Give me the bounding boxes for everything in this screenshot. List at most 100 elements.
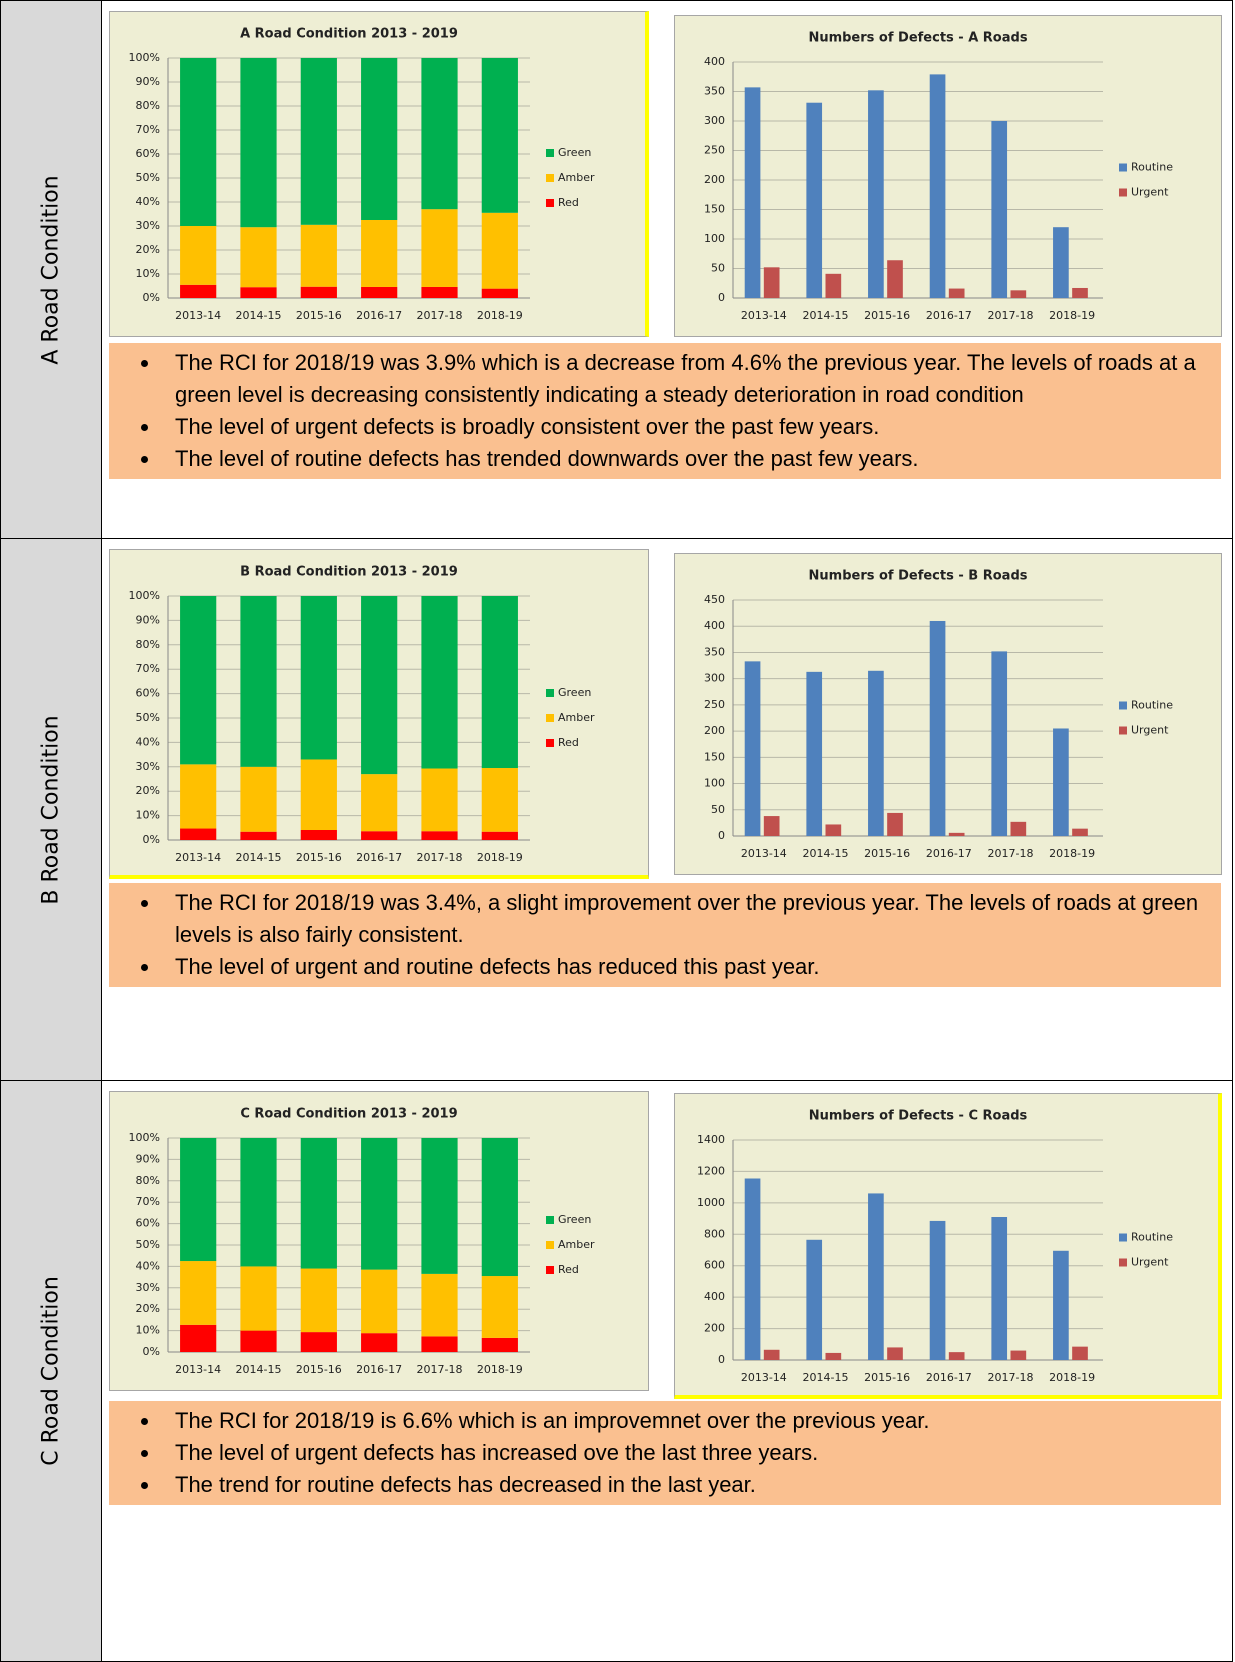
bar — [929, 1220, 946, 1360]
y-tick-label: 150 — [704, 203, 725, 216]
y-tick-label: 60% — [136, 687, 160, 700]
y-tick-label: 1000 — [697, 1196, 725, 1209]
bar — [887, 260, 903, 298]
y-tick-label: 350 — [704, 85, 725, 98]
y-tick-label: 20% — [136, 243, 160, 256]
legend-swatch — [1119, 163, 1127, 172]
x-tick-label: 2015-16 — [296, 1363, 342, 1376]
legend-label: Red — [558, 1263, 579, 1276]
chart-title: Numbers of Defects - B Roads — [809, 569, 1028, 584]
x-tick-label: 2015-16 — [864, 1371, 910, 1384]
bar — [744, 1178, 761, 1360]
y-tick-label: 200 — [704, 173, 725, 186]
y-tick-label: 90% — [136, 75, 160, 88]
legend-label: Routine — [1131, 699, 1173, 712]
bar-segment — [240, 596, 277, 767]
y-tick-label: 10% — [136, 809, 160, 822]
y-tick-label: 90% — [136, 613, 160, 626]
bar — [763, 267, 780, 298]
chart-title: Numbers of Defects - A Roads — [808, 31, 1027, 46]
legend-label: Green — [558, 146, 591, 159]
y-tick-label: 30% — [136, 219, 160, 232]
bar-segment — [361, 774, 398, 832]
bar — [825, 824, 842, 836]
y-tick-label: 450 — [704, 593, 725, 606]
y-tick-label: 300 — [704, 114, 725, 127]
note: The level of urgent and routine defects … — [161, 951, 1221, 983]
y-tick-label: 60% — [136, 1217, 160, 1230]
bar-segment — [240, 1266, 277, 1331]
bar — [948, 288, 965, 298]
y-tick-label: 40% — [136, 195, 160, 208]
y-tick-label: 200 — [704, 1322, 725, 1335]
y-tick-label: 50% — [136, 711, 160, 724]
bar — [929, 620, 946, 836]
bar-segment — [421, 768, 458, 832]
bar-segment — [300, 58, 337, 225]
section-row: A Road Condition A Road Condition 2013 -… — [0, 0, 1233, 538]
bar-segment — [300, 1138, 337, 1269]
x-tick-label: 2016-17 — [926, 847, 972, 860]
bar-segment — [421, 831, 458, 840]
bar-segment — [240, 227, 277, 288]
bar-segment — [180, 58, 217, 226]
legend-swatch — [1119, 188, 1127, 197]
bar-segment — [481, 596, 518, 769]
y-tick-label: 1200 — [697, 1164, 725, 1177]
bar-segment — [421, 1138, 458, 1274]
bar-segment — [421, 1336, 458, 1352]
bar-segment — [361, 1269, 398, 1334]
bar-segment — [481, 58, 518, 213]
bar-segment — [180, 226, 217, 285]
x-tick-label: 2016-17 — [356, 1363, 402, 1376]
y-tick-label: 600 — [704, 1259, 725, 1272]
bar-segment — [240, 766, 277, 832]
x-tick-label: 2013-14 — [175, 1363, 221, 1376]
y-tick-label: 80% — [136, 99, 160, 112]
bar-segment — [481, 212, 518, 289]
bar — [1053, 728, 1069, 836]
x-tick-label: 2013-14 — [741, 1371, 787, 1384]
bar-segment — [180, 1324, 217, 1352]
y-tick-label: 0 — [718, 291, 725, 304]
y-tick-label: 80% — [136, 1174, 160, 1187]
chart-title: C Road Condition 2013 - 2019 — [240, 1107, 457, 1122]
y-tick-label: 400 — [704, 619, 725, 632]
x-tick-label: 2018-19 — [1049, 847, 1095, 860]
y-tick-label: 150 — [704, 750, 725, 763]
legend-swatch — [546, 739, 554, 747]
notes: The RCI for 2018/19 is 6.6% which is an … — [109, 1401, 1221, 1505]
note: The level of urgent defects is broadly c… — [161, 411, 1221, 443]
y-tick-label: 50 — [711, 262, 725, 275]
legend-label: Red — [558, 196, 579, 209]
x-tick-label: 2018-19 — [477, 1363, 523, 1376]
x-tick-label: 2015-16 — [296, 309, 342, 322]
bar — [1010, 1350, 1027, 1360]
bar-segment — [240, 287, 277, 298]
bar — [991, 1217, 1008, 1360]
section-label: A Road Condition — [38, 174, 64, 365]
bar-segment — [180, 1138, 217, 1262]
defects-chart: Numbers of Defects - B Roads 0 50 100 150 200… — [674, 553, 1222, 875]
legend-swatch — [546, 199, 554, 207]
y-tick-label: 10% — [136, 1324, 160, 1337]
bar — [887, 812, 903, 836]
bar-segment — [421, 209, 458, 287]
y-tick-label: 30% — [136, 760, 160, 773]
y-tick-label: 50% — [136, 171, 160, 184]
y-tick-label: 0% — [143, 1345, 160, 1358]
x-tick-label: 2016-17 — [926, 1371, 972, 1384]
bar-segment — [481, 768, 518, 832]
section-label: B Road Condition — [38, 714, 64, 905]
y-tick-label: 100% — [129, 51, 160, 64]
side-cell: C Road Condition — [1, 1081, 102, 1661]
y-tick-label: 20% — [136, 1302, 160, 1315]
bar-segment — [240, 1330, 277, 1352]
legend-label: Routine — [1131, 161, 1173, 174]
condition-chart: B Road Condition 2013 - 2019 0% 10% 20% 30% 4… — [109, 549, 649, 879]
note: The RCI for 2018/19 was 3.4%, a slight i… — [161, 887, 1221, 951]
y-tick-label: 0 — [718, 829, 725, 842]
x-tick-label: 2014-15 — [236, 309, 282, 322]
y-tick-label: 20% — [136, 784, 160, 797]
